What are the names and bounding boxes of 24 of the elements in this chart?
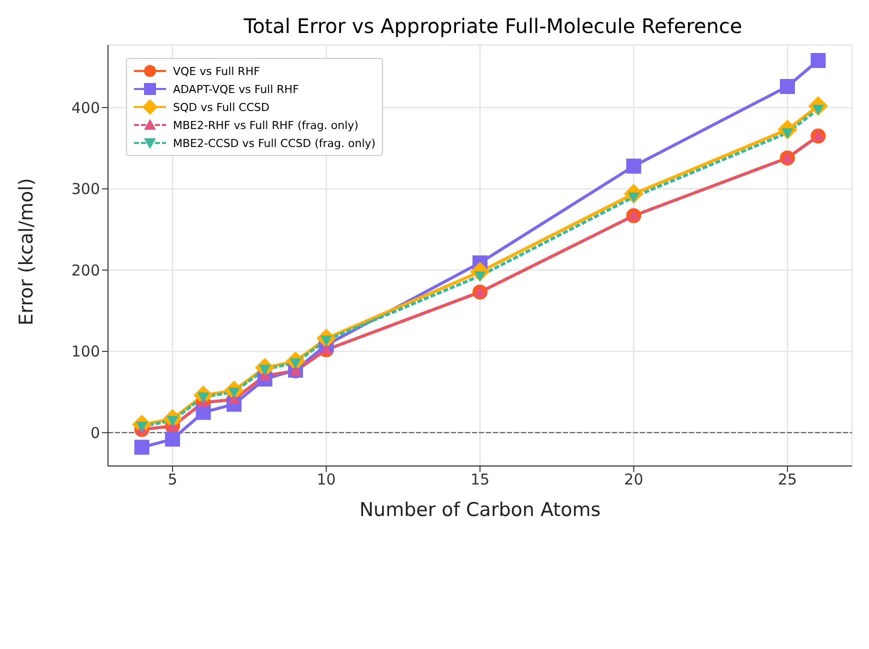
point [810,52,826,68]
point [134,440,150,455]
point [196,404,211,420]
x-tick-label: 5 [168,470,178,489]
chart-title: Total Error vs Appropriate Full-Molecule Reference [242,14,744,38]
legend-label: MBE2-RHF vs Full RHF (frag. only) [173,118,358,132]
y-tick-label: 0 [90,424,100,442]
y-axis-title: Error (kcal/mol) [16,178,38,326]
point [780,78,795,94]
legend-label: SQD vs Full CCSD [173,100,270,114]
x-tick-label: 15 [470,470,490,489]
x-tick-label: 10 [316,470,336,489]
x-axis-title: Number of Carbon Atoms [359,499,601,521]
x-tick-label: 20 [624,470,644,489]
point [165,432,180,447]
y-tick-label: 300 [71,180,100,198]
legend-label: VQE vs Full RHF [173,64,260,78]
x-tick-label: 25 [778,470,797,489]
legend-label: MBE2-CCSD vs Full CCSD (frag. only) [173,136,376,150]
legend-label: ADAPT-VQE vs Full RHF [173,82,299,96]
point [626,158,642,174]
y-tick-label: 400 [71,98,100,117]
y-tick-label: 100 [71,342,100,361]
y-tick-label: 200 [71,261,100,280]
